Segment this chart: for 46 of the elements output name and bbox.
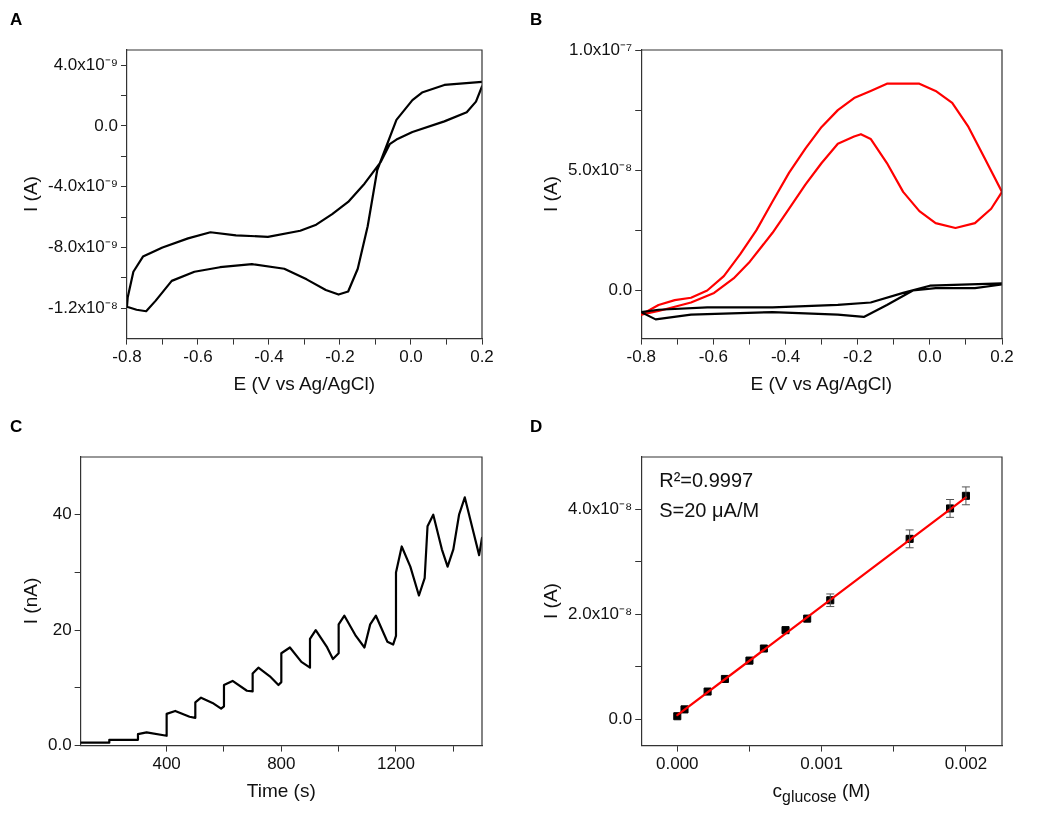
y-tick-label: -1.2x10⁻⁸ [48, 297, 118, 317]
y-tick-label: -8.0x10⁻⁹ [48, 237, 118, 257]
x-axis-title: Time (s) [246, 780, 316, 802]
y-tick-label: 0.0 [608, 709, 633, 729]
x-tick-label: -0.4 [770, 347, 801, 367]
x-tick-label: 0.001 [800, 754, 843, 774]
y-axis-title: I (A) [539, 583, 562, 620]
y-tick-label: 4.0x10⁻⁹ [53, 54, 118, 74]
y-tick-label: 40 [52, 504, 72, 524]
y-tick-label: 0.0 [94, 115, 118, 135]
y-axis-title: I (A) [539, 176, 562, 213]
y-tick-label: 1.0x10⁻⁷ [569, 39, 633, 59]
y-axis-title: I (A) [19, 176, 42, 213]
y-tick-label: -4.0x10⁻⁹ [48, 176, 118, 196]
x-tick-label: 400 [152, 754, 181, 774]
y-tick-label: 0.0 [47, 735, 72, 755]
y-tick-label: 2.0x10⁻⁸ [567, 604, 633, 624]
x-tick-label: 0.0 [399, 347, 423, 367]
x-axis-title: c$_{glucose}$ (M) [772, 780, 871, 806]
x-axis-title: E (V vs Ag/AgCl) [233, 373, 375, 395]
y-tick-label: 4.0x10⁻⁸ [567, 499, 633, 519]
y-axis-title: I (nA) [20, 578, 43, 625]
x-tick-label: 0.000 [656, 754, 699, 774]
chart-title: C [10, 417, 23, 437]
y-tick-label: 20 [52, 619, 72, 639]
x-tick-label: -0.8 [112, 347, 142, 367]
x-tick-label: 800 [267, 754, 296, 774]
annotation: S=20 μA/M [659, 499, 760, 522]
x-tick-label: -0.4 [254, 347, 284, 367]
x-axis-title: E (V vs Ag/AgCl) [750, 373, 893, 395]
x-tick-label: -0.2 [843, 347, 873, 367]
x-tick-label: 0.2 [470, 347, 494, 367]
y-tick-label: 0.0 [608, 280, 633, 300]
x-tick-label: -0.8 [626, 347, 656, 367]
y-tick-label: 5.0x10⁻⁸ [567, 159, 633, 179]
chart-title: D [530, 417, 543, 437]
x-tick-label: 0.2 [990, 347, 1014, 367]
x-tick-label: 0.002 [944, 754, 988, 774]
chart-title: A [10, 10, 23, 30]
x-tick-label: -0.6 [698, 347, 729, 367]
chart-title: B [530, 10, 543, 30]
x-tick-label: -0.2 [325, 347, 355, 367]
annotation: R²=0.9997 [659, 469, 754, 492]
x-tick-label: -0.6 [183, 347, 213, 367]
x-tick-label: 1200 [377, 754, 415, 774]
x-tick-label: 0.0 [918, 347, 942, 367]
